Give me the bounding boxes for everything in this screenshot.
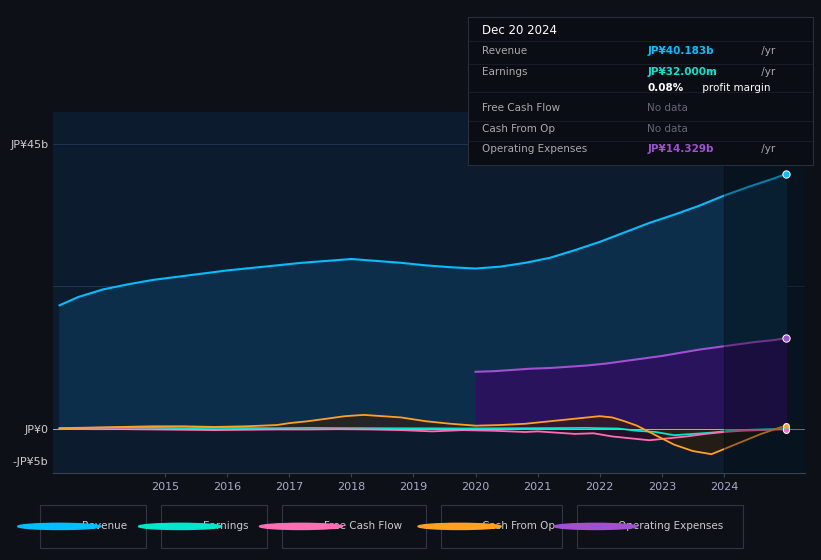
Text: Cash From Op: Cash From Op (482, 124, 555, 134)
Circle shape (554, 523, 637, 530)
Text: Free Cash Flow: Free Cash Flow (482, 103, 560, 113)
Text: JP¥14.329b: JP¥14.329b (647, 144, 713, 154)
Text: Earnings: Earnings (482, 67, 527, 77)
Text: profit margin: profit margin (699, 82, 770, 92)
Text: JP¥40.183b: JP¥40.183b (647, 46, 714, 56)
Circle shape (139, 523, 222, 530)
Text: Operating Expenses: Operating Expenses (482, 144, 587, 154)
Text: Cash From Op: Cash From Op (482, 521, 555, 531)
Text: Revenue: Revenue (82, 521, 127, 531)
Text: /yr: /yr (758, 46, 775, 56)
Text: No data: No data (647, 124, 688, 134)
Text: JP¥32.000m: JP¥32.000m (647, 67, 718, 77)
Text: No data: No data (647, 103, 688, 113)
Circle shape (418, 523, 501, 530)
Circle shape (18, 523, 101, 530)
Circle shape (259, 523, 342, 530)
Text: Revenue: Revenue (482, 46, 527, 56)
Text: Operating Expenses: Operating Expenses (618, 521, 723, 531)
Text: Free Cash Flow: Free Cash Flow (323, 521, 401, 531)
Text: Dec 20 2024: Dec 20 2024 (482, 24, 557, 37)
Text: 0.08%: 0.08% (647, 82, 684, 92)
Bar (724, 112, 805, 473)
Text: /yr: /yr (758, 67, 775, 77)
Text: /yr: /yr (758, 144, 775, 154)
Text: Earnings: Earnings (203, 521, 248, 531)
